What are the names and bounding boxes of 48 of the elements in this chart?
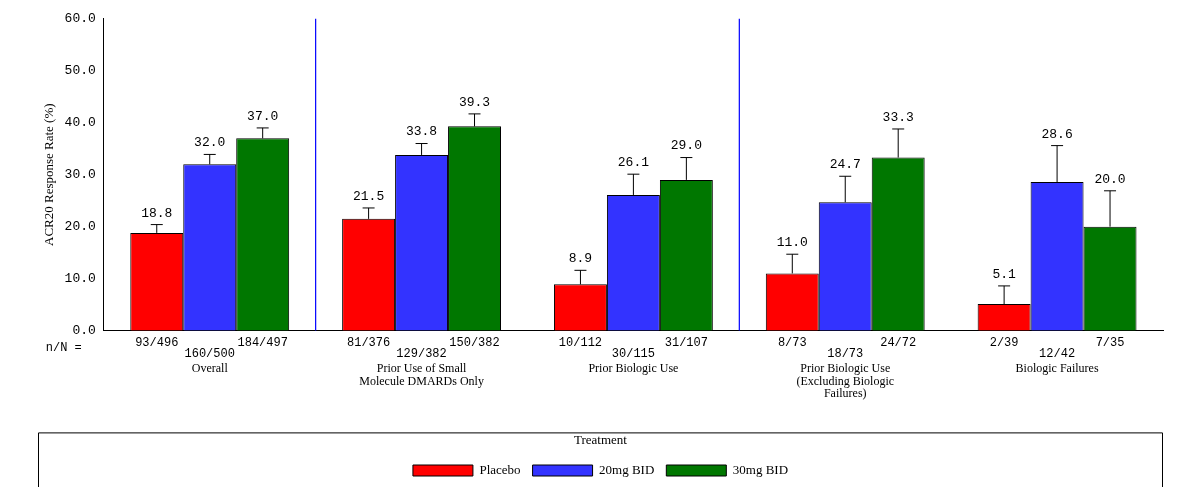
text: n/N = xyxy=(45,340,82,355)
legend-label: Placebo xyxy=(479,461,521,477)
data-label: 28.6 xyxy=(1041,126,1073,142)
y-tick-label: 50.0 xyxy=(64,63,96,79)
text: 7/35 xyxy=(1095,335,1125,350)
text: 160/500 xyxy=(184,346,235,361)
data-label: 33.8 xyxy=(405,124,438,140)
text: 24/72 xyxy=(880,335,917,350)
text: 10/112 xyxy=(558,335,603,350)
legend-label: 30mg BID xyxy=(732,461,789,477)
text: 18/73 xyxy=(827,346,864,361)
legend-label: 20mg BID xyxy=(599,461,655,477)
data-label: 37.0 xyxy=(247,108,279,124)
x-tick-label: Biologic Failures xyxy=(1015,361,1099,376)
y-axis-title: ACR20 Response Rate (%) xyxy=(41,103,57,247)
text: 81/376 xyxy=(346,335,391,350)
y-tick-label: 40.0 xyxy=(64,115,96,131)
data-label: 8.9 xyxy=(568,251,593,267)
x-tick-label: Prior Use of Small Molecule DMARDs Only xyxy=(359,361,484,388)
text: 2/39 xyxy=(989,335,1019,350)
text: 93/496 xyxy=(135,335,179,350)
data-label: 26.1 xyxy=(617,155,650,171)
data-label: 5.1 xyxy=(992,266,1017,282)
text: 30/115 xyxy=(611,346,656,361)
data-label: 20.0 xyxy=(1094,171,1126,187)
x-tick-label: Prior Biologic Use (Excluding Biologic Failures) xyxy=(796,361,895,401)
data-label: 11.0 xyxy=(776,235,808,251)
legend-title: Treatment xyxy=(574,432,628,448)
data-label: 21.5 xyxy=(352,188,385,204)
y-tick-label: 20.0 xyxy=(64,219,96,235)
data-label: 39.3 xyxy=(458,94,491,110)
y-tick-label: 0.0 xyxy=(72,323,96,339)
text: 12/42 xyxy=(1039,346,1076,361)
y-tick-label: 60.0 xyxy=(64,11,96,27)
data-label: 24.7 xyxy=(829,157,861,173)
data-label: 33.3 xyxy=(882,109,914,125)
text: 184/497 xyxy=(237,335,288,350)
text: 150/382 xyxy=(449,335,500,350)
data-label: 18.8 xyxy=(141,205,173,221)
data-label: 29.0 xyxy=(670,138,702,154)
y-tick-label: 30.0 xyxy=(64,167,96,183)
data-label: 32.0 xyxy=(194,135,226,151)
x-tick-label: Prior Biologic Use xyxy=(588,361,679,376)
x-tick-label: Overall xyxy=(191,361,229,376)
y-tick-label: 10.0 xyxy=(64,271,96,287)
text: 8/73 xyxy=(777,335,807,350)
text: 31/107 xyxy=(664,335,708,350)
text: 129/382 xyxy=(396,346,447,361)
